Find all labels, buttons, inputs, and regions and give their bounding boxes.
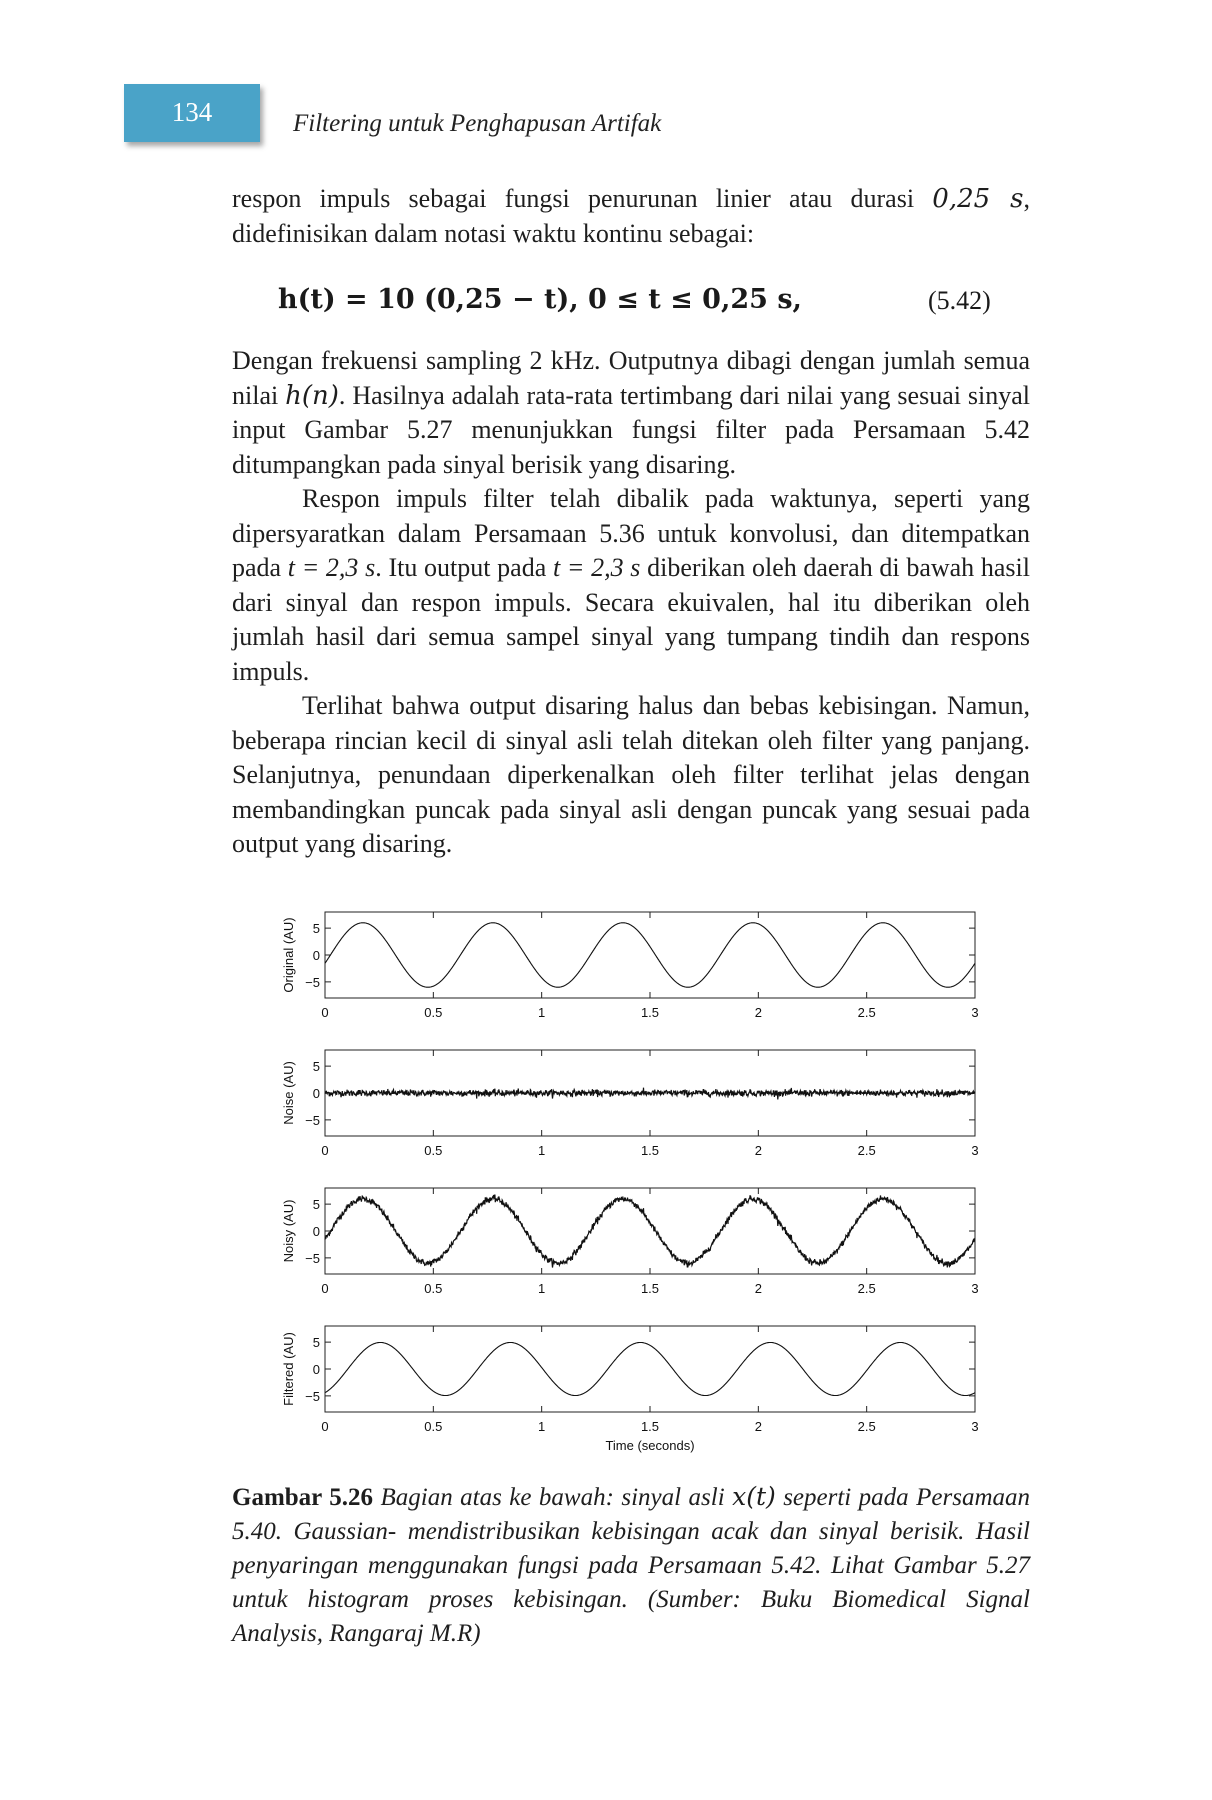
x-tick-label: 1 — [538, 1419, 545, 1434]
x-tick-label: 1 — [538, 1005, 545, 1020]
x-tick-label: 3 — [971, 1419, 978, 1434]
y-axis-label: Filtered (AU) — [281, 1332, 296, 1406]
x-tick-label: 0.5 — [424, 1005, 442, 1020]
x-tick-label: 2 — [755, 1005, 762, 1020]
series-line — [324, 922, 976, 988]
paragraph-2: Dengan frekuensi sampling 2 kHz. Outputn… — [232, 344, 1030, 482]
paragraph-4: Terlihat bahwa output disaring halus dan… — [232, 691, 1030, 858]
x-tick-label: 0 — [321, 1005, 328, 1020]
caption-label: Gambar 5.26 — [232, 1484, 374, 1511]
caption-text-a: Bagian atas ke bawah: sinyal asli — [373, 1484, 733, 1511]
plot-frame — [324, 1325, 976, 1413]
page-number-tab: 134 — [124, 84, 260, 142]
x-tick-label: 3 — [971, 1143, 978, 1158]
paragraph-3-text-a: Respon impuls filter telah dibalik pada … — [232, 484, 1030, 582]
x-tick-label: 0.5 — [424, 1281, 442, 1296]
y-axis-label: Noise (AU) — [281, 1061, 296, 1125]
x-tick-label: 2 — [755, 1281, 762, 1296]
paragraph-1-text-b: , didefinisikan dalam notasi waktu konti… — [232, 184, 1030, 248]
y-tick-label: −5 — [305, 1113, 320, 1128]
y-tick-label: 0 — [313, 1224, 320, 1239]
time-math-b: t = 2,3 s — [552, 553, 641, 582]
x-tick-label: 0.5 — [424, 1143, 442, 1158]
series-line — [324, 1087, 976, 1100]
y-axis-label: Noisy (AU) — [281, 1200, 296, 1263]
y-tick-label: 0 — [313, 948, 320, 963]
y-axis-label: Original (AU) — [281, 917, 296, 992]
y-tick-label: 5 — [313, 1335, 320, 1350]
y-tick-label: −5 — [305, 1389, 320, 1404]
paragraph-2-text-b: . Hasilnya adalah rata-rata tertimbang d… — [232, 380, 1030, 479]
paragraph-2-text-a: Dengan frekuensi sampling 2 kHz. Outputn… — [232, 346, 1030, 410]
x-tick-label: 1.5 — [641, 1281, 659, 1296]
paragraph-3: Respon impuls filter telah dibalik pada … — [232, 482, 1030, 689]
paragraph-3-text-c: diberikan oleh daerah di bawah hasil dar… — [232, 553, 1030, 686]
y-tick-label: 5 — [313, 1197, 320, 1212]
paragraph-1: respon impuls sebagai fungsi penurunan l… — [232, 182, 1030, 251]
x-tick-label: 1.5 — [641, 1419, 659, 1434]
equation-number: (5.42) — [928, 286, 991, 315]
body-paragraphs: Dengan frekuensi sampling 2 kHz. Outputn… — [232, 344, 1030, 862]
x-tick-label: 1 — [538, 1143, 545, 1158]
x-tick-label: 3 — [971, 1281, 978, 1296]
x-tick-label: 1 — [538, 1281, 545, 1296]
paragraph-3-text-b: . Itu output pada — [375, 553, 553, 582]
x-tick-label: 2.5 — [858, 1281, 876, 1296]
x-tick-label: 3 — [971, 1005, 978, 1020]
x-tick-label: 0 — [321, 1143, 328, 1158]
page-number: 134 — [171, 97, 213, 127]
y-tick-label: 5 — [313, 921, 320, 936]
series-line — [324, 1194, 976, 1269]
x-tick-label: 0.5 — [424, 1419, 442, 1434]
equation-5-42: h(t) = 10 (0,25 − t), 0 ≤ t ≤ 0,25 s, — [278, 284, 802, 315]
series-line — [324, 1341, 976, 1397]
x-tick-label: 0 — [321, 1419, 328, 1434]
x-tick-label: 1.5 — [641, 1143, 659, 1158]
y-tick-label: −5 — [305, 1251, 320, 1266]
y-tick-label: 5 — [313, 1059, 320, 1074]
running-title: Filtering untuk Penghapusan Artifak — [293, 110, 662, 137]
x-tick-label: 2.5 — [858, 1419, 876, 1434]
y-tick-label: −5 — [305, 975, 320, 990]
caption-math: x(t) — [732, 1482, 776, 1511]
figure-caption: Gambar 5.26 Bagian atas ke bawah: sinyal… — [232, 1480, 1030, 1651]
x-tick-label: 0 — [321, 1281, 328, 1296]
x-tick-label: 2.5 — [858, 1143, 876, 1158]
x-tick-label: 2.5 — [858, 1005, 876, 1020]
x-tick-label: 2 — [755, 1143, 762, 1158]
caption-text-b: seperti pada Persamaan 5.40. Gaussian- m… — [232, 1484, 1031, 1647]
paragraph-1-text-a: respon impuls sebagai fungsi penurunan l… — [232, 184, 933, 213]
time-math-a: t = 2,3 s — [287, 553, 376, 582]
x-tick-label: 1.5 — [641, 1005, 659, 1020]
y-tick-label: 0 — [313, 1362, 320, 1377]
plot-frame — [324, 911, 976, 999]
x-axis-label: Time (seconds) — [605, 1438, 694, 1453]
hn-math: h(n) — [285, 380, 339, 411]
duration-math: 0,25 s — [932, 184, 1024, 214]
x-tick-label: 2 — [755, 1419, 762, 1434]
y-tick-label: 0 — [313, 1086, 320, 1101]
